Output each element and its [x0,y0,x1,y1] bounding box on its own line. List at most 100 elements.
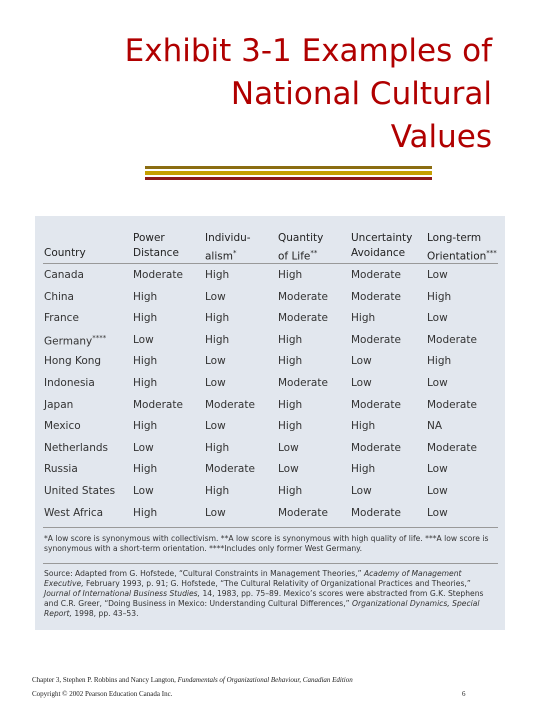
score-cell: Moderate [278,290,328,303]
country-cell: Japan [44,399,73,411]
title-line: National Cultural [230,76,492,112]
score-cell: High [133,463,158,476]
score-cell: Moderate [278,506,328,519]
header-text: Orientation [427,250,487,263]
country-cell: United States [44,485,115,497]
score-cell: Moderate [278,312,328,325]
text: February 1993, p. 91; G. Hofstede, “The … [83,579,471,588]
header-text: Distance [133,247,179,259]
text: Source: Adapted from G. Hofstede, “Cultu… [44,569,364,578]
header-text: Long-term [427,232,482,244]
score-cell: Moderate [205,463,255,476]
score-cell: High [427,290,452,303]
country-name: Russia [44,463,78,476]
country-cell: Hong Kong [44,355,101,367]
country-cell: Indonesia [44,377,95,389]
country-cell: Mexico [44,420,81,432]
exhibit-table: *A low score is synonymous with collecti… [35,216,505,630]
score-cell: Moderate [278,377,328,389]
score-cell: High [133,290,158,303]
score-cell: Moderate [133,398,183,411]
country-name: West Africa [44,506,104,519]
header-text: of Life [278,250,311,263]
title-line: Values [390,119,492,155]
score-cell: Low [427,506,448,519]
score-cell: High [205,333,230,346]
column-header: Uncertainty Avoidance [351,231,412,261]
column-header: Power Distance [133,231,179,261]
country-name: Mexico [44,420,81,433]
score-cell: Moderate [351,441,401,454]
country-cell: China [44,291,74,303]
source-note: Source: Adapted from G. Hofstede, “Cultu… [44,569,499,619]
score-cell: Low [427,312,448,325]
italic-text: Fundamentals of Organizational Behaviour… [177,676,353,684]
divider [43,263,498,264]
decor-rule [145,166,432,169]
column-header: Individu-alism* [205,231,251,263]
header-line: Uncertainty [351,231,412,246]
score-cell: High [205,485,230,497]
header-line: of Life** [278,246,323,263]
country-name: Hong Kong [44,355,102,368]
header-line: Orientation*** [427,246,497,263]
country-cell: Netherlands [44,442,108,454]
score-cell: Low [427,377,448,389]
score-cell: Low [133,441,154,454]
country-cell: Russia [44,463,78,475]
score-cell: High [427,355,452,368]
score-cell: High [133,377,158,389]
title-line: Exhibit 3-1 Examples of [124,33,492,69]
footnote: *A low score is synonymous with collecti… [44,534,489,553]
country-cell: France [44,312,79,324]
header-text: Individu- [205,232,251,244]
score-cell: High [133,420,158,433]
header-line: Long-term [427,231,497,246]
score-cell: Low [427,463,448,476]
country-cell: Germany**** [44,334,106,348]
score-cell: High [205,441,230,454]
score-cell: Low [351,355,372,368]
decor-rule [145,171,432,175]
score-cell: Low [205,377,226,389]
score-cell: Moderate [427,333,477,346]
footer-citation: Chapter 3, Stephen P. Robbins and Nancy … [32,676,353,684]
score-cell: High [133,312,158,325]
score-cell: Moderate [351,269,401,281]
score-cell: High [351,312,376,325]
text: 14, 1983, pp. 75–89. Mexico’s scores wer… [44,589,484,608]
country-name: Germany [44,335,93,348]
score-cell: High [278,269,303,281]
score-cell: Low [351,485,372,497]
country-name: United States [44,485,116,497]
header-text: alism [205,250,233,263]
header-line: alism* [205,246,251,263]
page-number: 6 [462,690,466,698]
score-cell: High [351,420,376,433]
score-cell: High [278,333,303,346]
country-cell: West Africa [44,507,103,519]
text: 1998, pp. 43–53. [71,609,139,618]
header-note: *** [486,249,497,257]
score-cell: Low [133,333,154,346]
score-cell: Low [205,355,226,368]
header-line: Avoidance [351,246,412,261]
divider [43,563,498,564]
score-cell: High [278,420,303,433]
header-text: Avoidance [351,247,406,259]
country-name: Canada [44,269,84,281]
score-cell: Low [278,441,299,454]
slide-title: Exhibit 3-1 Examples of National Cultura… [32,30,492,159]
country-name: China [44,290,74,303]
footer-copyright: Copyright © 2002 Pearson Education Canad… [32,690,173,698]
score-cell: High [205,269,230,281]
score-cell: Low [133,485,154,497]
italic-text: Organizational Dynamics, Special Report, [44,599,480,618]
italic-text: Academy of Management Executive, [44,569,462,588]
score-cell: Low [351,377,372,389]
score-cell: Low [427,485,448,497]
header-line: Distance [133,246,179,261]
header-note: ** [310,249,318,257]
score-cell: Low [205,506,226,519]
score-cell: Low [427,269,448,281]
